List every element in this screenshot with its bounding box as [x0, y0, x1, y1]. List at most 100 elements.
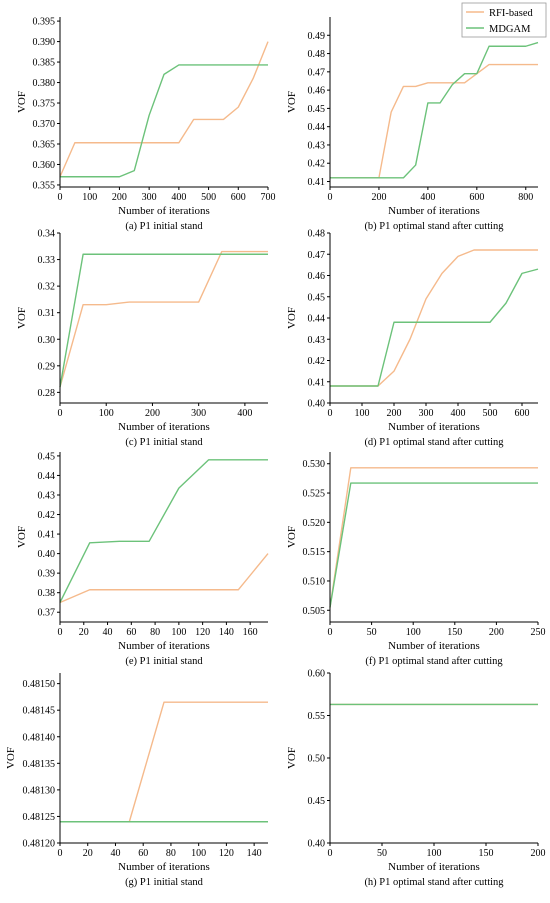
x-tick-label: 400 [237, 408, 252, 419]
y-tick-label: 0.41 [38, 530, 56, 541]
x-tick-label: 60 [126, 627, 136, 638]
y-tick-label: 0.365 [33, 139, 56, 150]
series-group [59, 41, 269, 178]
y-tick-label: 0.380 [33, 78, 56, 89]
x-tick-label: 200 [531, 848, 546, 859]
y-tick-label: 0.60 [308, 669, 326, 680]
x-tick-label: 100 [406, 627, 421, 638]
panel-caption: (d) P1 optimal stand after cutting [364, 437, 504, 448]
x-tick-label: 0 [328, 627, 333, 638]
x-tick-label: 50 [377, 848, 387, 859]
legend: RFI-based MDGAM [461, 2, 547, 38]
series-line-rfi-based [59, 41, 269, 178]
x-tick-label: 250 [531, 627, 546, 638]
x-tick-label: 0 [328, 408, 333, 419]
series-line-mdgam [59, 253, 268, 388]
chart-g: 0 20 40 60 80 100 120 140 0.48120 0.48125 0.48130 0… [5, 673, 268, 888]
y-tick-label: 0.48120 [23, 839, 56, 850]
y-tick-label: 0.42 [38, 510, 56, 521]
x-tick-label: 200 [145, 408, 160, 419]
x-tick-label: 500 [483, 408, 498, 419]
y-tick-label: 0.530 [303, 459, 326, 470]
series-line-mdgam [330, 268, 539, 387]
series-line-rfi-based [330, 63, 538, 179]
chart-a: 0 100 200 300 400 500 600 700 0.355 0.360 0.365 0.3… [16, 17, 276, 232]
y-tick-label: 0.41 [308, 177, 326, 188]
y-tick-label: 0.360 [33, 160, 56, 171]
series-group [60, 701, 268, 823]
x-tick-label: 140 [219, 627, 234, 638]
x-tick-label: 40 [103, 627, 113, 638]
y-tick-label: 0.44 [308, 314, 326, 325]
x-tick-label: 0 [328, 848, 333, 859]
chart-h: 0 50 100 150 200 0.40 0.45 0.50 0.55 0.60 Number o… [286, 669, 546, 889]
y-tick-label: 0.42 [308, 159, 326, 170]
x-tick-label: 200 [387, 408, 402, 419]
series-line-mdgam [330, 41, 539, 179]
x-tick-label: 100 [82, 192, 97, 203]
panel-caption: (g) P1 initial stand [125, 877, 204, 888]
series-group [330, 41, 539, 179]
chart-c: 0 100 200 300 400 0.28 0.29 0.30 0.31 0.32 0.33 0.3… [16, 229, 268, 448]
x-tick-label: 400 [171, 192, 186, 203]
chart-f: 0 50 100 150 200 250 0.505 0.510 0.515 0.520 0.525… [286, 452, 546, 667]
panel-caption: (h) P1 optimal stand after cutting [364, 877, 504, 888]
x-axis-label: Number of iterations [388, 205, 480, 217]
series-line-rfi-based [59, 250, 268, 388]
x-tick-label: 600 [469, 192, 484, 203]
x-axis-label: Number of iterations [118, 205, 210, 217]
x-axis-label: Number of iterations [118, 421, 210, 433]
x-tick-label: 80 [150, 627, 160, 638]
x-tick-label: 80 [166, 848, 176, 859]
x-tick-label: 300 [142, 192, 157, 203]
x-tick-label: 800 [518, 192, 533, 203]
x-tick-label: 0 [328, 192, 333, 203]
y-axis-label: VOF [286, 307, 298, 329]
y-tick-label: 0.40 [308, 399, 326, 410]
x-tick-label: 200 [112, 192, 127, 203]
y-tick-label: 0.40 [38, 549, 56, 560]
y-tick-label: 0.520 [303, 518, 326, 529]
y-tick-label: 0.390 [33, 37, 56, 48]
x-tick-label: 600 [231, 192, 246, 203]
y-tick-label: 0.48125 [23, 812, 56, 823]
x-tick-label: 0 [58, 848, 63, 859]
y-tick-label: 0.43 [38, 490, 56, 501]
y-axis-label: VOF [16, 91, 28, 113]
panel-caption: (f) P1 optimal stand after cutting [365, 656, 503, 667]
chart-d: 0 100 200 300 400 500 600 0.40 0.41 0.42 0.43 0.44 0… [286, 229, 539, 448]
y-tick-label: 0.48145 [23, 706, 56, 717]
x-tick-label: 200 [371, 192, 386, 203]
x-tick-label: 300 [419, 408, 434, 419]
series-line-mdgam [329, 482, 538, 608]
y-tick-label: 0.40 [308, 839, 326, 850]
series-line-rfi-based [59, 553, 269, 604]
x-tick-label: 40 [110, 848, 120, 859]
y-tick-label: 0.42 [308, 356, 326, 367]
y-tick-label: 0.48130 [23, 785, 56, 796]
chart-b: 0 200 400 600 800 0.41 0.42 0.43 0.44 0.45 0.46 0.4… [286, 17, 539, 232]
y-tick-label: 0.33 [38, 255, 56, 266]
y-tick-label: 0.355 [33, 180, 56, 191]
y-tick-label: 0.49 [308, 31, 326, 42]
y-tick-label: 0.45 [308, 796, 326, 807]
x-tick-label: 700 [261, 192, 276, 203]
x-tick-label: 20 [83, 848, 93, 859]
y-tick-label: 0.46 [308, 86, 326, 97]
y-tick-label: 0.37 [38, 608, 56, 619]
x-tick-label: 0 [58, 408, 63, 419]
y-tick-label: 0.45 [38, 451, 56, 462]
series-line-rfi-based [329, 467, 538, 608]
series-line-mdgam [59, 459, 268, 603]
x-axis-label: Number of iterations [118, 640, 210, 652]
x-tick-label: 100 [191, 848, 206, 859]
x-tick-label: 160 [243, 627, 258, 638]
x-tick-label: 100 [427, 848, 442, 859]
y-axis-label: VOF [16, 307, 28, 329]
x-tick-label: 20 [79, 627, 89, 638]
y-tick-label: 0.43 [308, 335, 326, 346]
x-tick-label: 0 [58, 627, 63, 638]
legend-label-rfi-based: RFI-based [489, 8, 533, 19]
